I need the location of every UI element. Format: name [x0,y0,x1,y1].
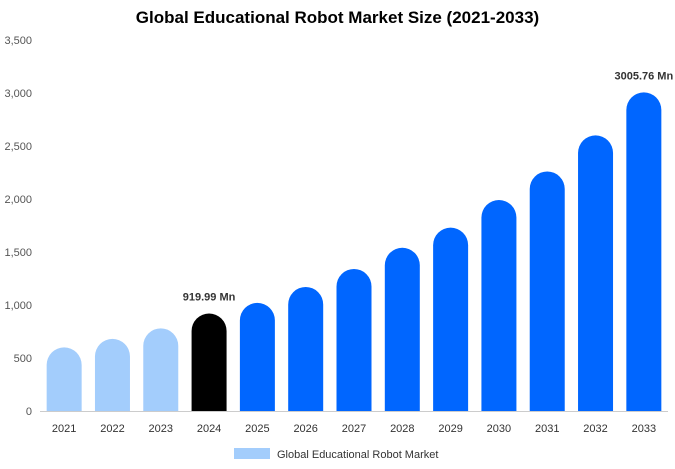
y-tick-label: 3,500 [4,35,32,47]
y-tick-label: 2,000 [4,194,32,206]
bar-2024 [191,313,227,411]
bar-2028 [384,247,420,411]
y-tick-label: 500 [14,353,32,365]
x-tick-label: 2029 [438,423,462,435]
y-tick-label: 2,500 [4,141,32,153]
bar-2030 [481,200,517,411]
y-tick-label: 0 [26,406,32,418]
bar-2027 [336,268,372,411]
x-tick-label: 2026 [293,423,317,435]
data-label: 3005.76 Mn [614,70,673,82]
bar-2025 [239,302,275,411]
x-tick-label: 2022 [100,423,124,435]
legend-label: Global Educational Robot Market [277,449,438,461]
bar-2023 [143,328,179,411]
x-tick-label: 2023 [149,423,173,435]
bar-2029 [433,227,469,411]
y-tick-label: 1,000 [4,300,32,312]
bar-2022 [94,338,130,411]
x-tick-label: 2032 [583,423,607,435]
bar-2021 [46,347,82,411]
chart-title: Global Educational Robot Market Size (20… [135,8,540,27]
data-label: 919.99 Mn [183,291,236,303]
bar-2031 [529,171,565,411]
x-tick-label: 2033 [632,423,656,435]
bar-2033 [626,92,662,412]
x-tick-label: 2025 [245,423,269,435]
x-tick-label: 2030 [487,423,511,435]
x-tick-label: 2028 [390,423,414,435]
bar-2026 [288,286,324,411]
y-tick-label: 1,500 [4,247,32,259]
bar-2032 [578,135,614,411]
x-tick-label: 2021 [52,423,76,435]
x-tick-label: 2031 [535,423,559,435]
y-tick-label: 3,000 [4,88,32,100]
legend-swatch [234,448,270,459]
x-tick-label: 2027 [342,423,366,435]
x-tick-label: 2024 [197,423,221,435]
